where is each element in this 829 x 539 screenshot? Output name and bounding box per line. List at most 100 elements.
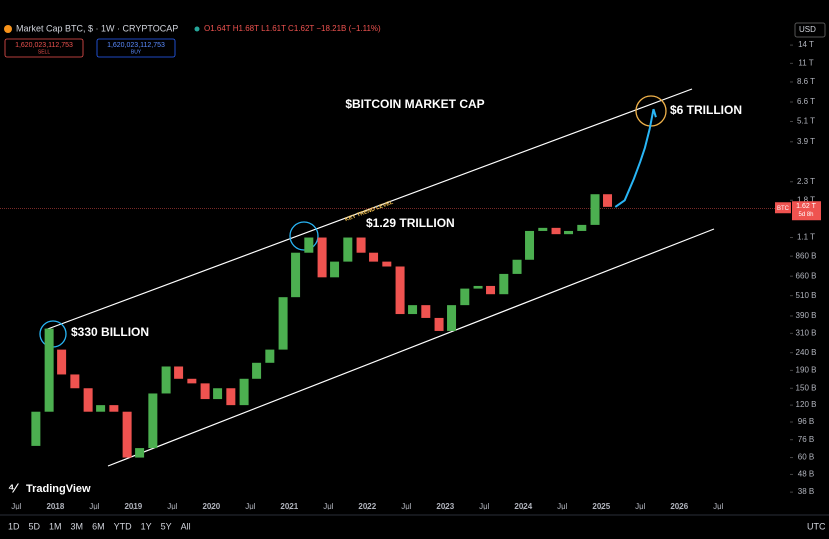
- candle: [135, 448, 145, 458]
- period-button[interactable]: 5Y: [161, 521, 172, 531]
- y-tick-label: 96 B: [798, 417, 814, 426]
- y-tick-label: 860 B: [796, 251, 817, 260]
- x-tick-label: 2019: [124, 502, 142, 511]
- period-button[interactable]: YTD: [114, 521, 133, 531]
- y-tick-label: 3.9 T: [797, 137, 815, 146]
- candle: [343, 237, 353, 262]
- candle: [148, 393, 158, 449]
- x-tick-label: 2018: [46, 502, 64, 511]
- x-tick-label: Jul: [245, 502, 255, 511]
- candle: [525, 230, 535, 260]
- y-tick-label: 190 B: [796, 365, 817, 374]
- x-tick-label: 2020: [202, 502, 220, 511]
- x-tick-label: Jul: [479, 502, 489, 511]
- candle: [421, 305, 431, 318]
- candle: [213, 388, 223, 400]
- y-tick-label: 8.6 T: [797, 77, 815, 86]
- candle: [317, 237, 327, 278]
- last-price-label: 1.62 T: [796, 203, 816, 210]
- period-button[interactable]: All: [181, 521, 191, 531]
- period-button[interactable]: 1Y: [141, 521, 152, 531]
- y-tick-label: 2.3 T: [797, 177, 815, 186]
- currency: USD: [799, 25, 816, 34]
- sell-button[interactable]: [4, 38, 84, 58]
- candle: [83, 388, 93, 412]
- y-tick-label: 76 B: [798, 435, 814, 444]
- annotation: $330 BILLION: [71, 325, 149, 339]
- buy-button[interactable]: [96, 38, 176, 58]
- sell-price: 1,620,023,112,753: [15, 42, 73, 49]
- candle: [239, 378, 249, 406]
- candle: [447, 305, 457, 331]
- chart-title: $BITCOIN MARKET CAP: [345, 97, 484, 111]
- candle: [460, 288, 470, 306]
- y-tick-label: 240 B: [796, 348, 817, 357]
- candle: [395, 266, 405, 315]
- upper-channel: [44, 88, 693, 331]
- x-tick-label: 2025: [592, 502, 610, 511]
- candle: [278, 297, 288, 350]
- peak-circle: [289, 221, 319, 251]
- candle: [226, 388, 236, 406]
- y-tick-label: 120 B: [796, 400, 817, 409]
- x-tick-label: 2022: [358, 502, 376, 511]
- candle: [408, 305, 418, 315]
- y-tick-label: 310 B: [796, 328, 817, 337]
- x-tick-label: Jul: [557, 502, 567, 511]
- candle: [200, 383, 210, 400]
- candle: [252, 362, 262, 379]
- candle: [96, 405, 106, 412]
- candle: [577, 224, 587, 231]
- period-button[interactable]: 6M: [92, 521, 105, 531]
- period-button[interactable]: 5D: [29, 521, 41, 531]
- timezone[interactable]: UTC: [807, 521, 826, 531]
- brand: TradingView: [26, 483, 91, 495]
- candle: [369, 252, 379, 262]
- y-tick-label: 6.6 T: [797, 97, 815, 106]
- period-button[interactable]: 1D: [8, 521, 20, 531]
- period-button[interactable]: 3M: [71, 521, 84, 531]
- currency-button[interactable]: [794, 22, 826, 38]
- logo-mark: ⁴⁄: [8, 480, 19, 495]
- sell-label: SELL: [38, 49, 50, 55]
- candle: [382, 261, 392, 267]
- y-tick-label: 5.1 T: [797, 117, 815, 126]
- candle: [174, 366, 184, 379]
- y-tick-label: 38 B: [798, 487, 814, 496]
- candle: [551, 227, 561, 235]
- candle: [70, 374, 80, 389]
- buy-label: BUY: [131, 49, 142, 55]
- candle: [44, 328, 54, 412]
- x-tick-label: Jul: [89, 502, 99, 511]
- candle: [265, 349, 275, 363]
- y-tick-label: 390 B: [796, 311, 817, 320]
- coin-icon: [4, 25, 12, 33]
- candle: [187, 378, 197, 384]
- price-line: [614, 108, 657, 208]
- candle: [473, 285, 483, 289]
- candle: [304, 237, 314, 253]
- x-tick-label: Jul: [11, 502, 21, 511]
- candle: [486, 285, 496, 295]
- candle: [434, 317, 444, 331]
- x-tick-label: 2023: [436, 502, 454, 511]
- buy-price: 1,620,023,112,753: [107, 42, 165, 49]
- y-tick-label: 48 B: [798, 470, 814, 479]
- candle: [122, 411, 132, 458]
- x-tick-label: 2024: [514, 502, 532, 511]
- y-tick-label: 14 T: [798, 40, 814, 49]
- period-button[interactable]: 1M: [49, 521, 62, 531]
- candle: [57, 349, 67, 375]
- status-dot: [194, 26, 200, 32]
- candle: [356, 237, 366, 253]
- y-tick-label: 1.8 T: [797, 195, 815, 204]
- candle: [31, 411, 41, 446]
- lower-channel: [107, 228, 715, 467]
- candle: [109, 405, 119, 412]
- symbol: Market Cap BTC, $ · 1W · CRYPTOCAP: [16, 23, 178, 33]
- y-tick-label: 11 T: [798, 58, 813, 67]
- x-tick-label: Jul: [401, 502, 411, 511]
- candle: [603, 194, 613, 207]
